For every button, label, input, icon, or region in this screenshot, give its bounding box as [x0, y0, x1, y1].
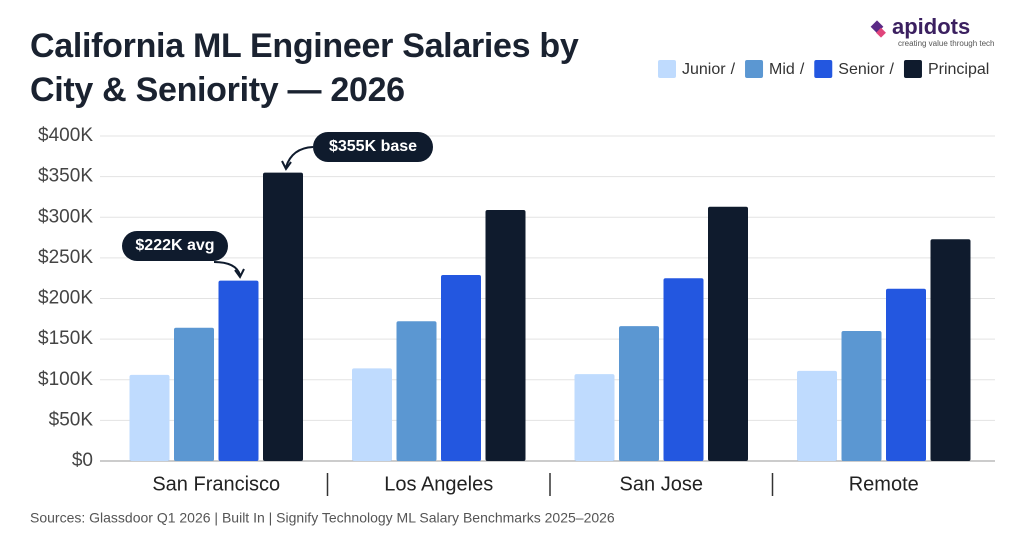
legend-separator: /	[731, 61, 736, 78]
y-tick-label: $200K	[38, 288, 93, 309]
x-tick-label: San Jose	[620, 473, 703, 495]
bar	[129, 374, 170, 461]
y-tick-label: $100K	[38, 369, 93, 390]
callout-box	[313, 132, 433, 162]
source: Sources: Glassdoor Q1 2026 | Built In | …	[30, 510, 615, 526]
bar	[841, 331, 882, 461]
y-tick-label: $400K	[38, 125, 93, 146]
y-tick-label: $50K	[49, 409, 94, 430]
legend-separator: /	[800, 61, 805, 78]
legend-separator: /	[890, 61, 895, 78]
legend-swatch	[658, 60, 676, 78]
bar	[174, 327, 214, 461]
bar	[930, 239, 971, 461]
logo	[870, 20, 886, 38]
bar	[396, 321, 437, 461]
bar	[441, 274, 481, 461]
bar	[485, 209, 526, 461]
bar	[619, 326, 659, 461]
callout-arrowhead	[281, 160, 292, 171]
chart-title: California ML Engineer Salaries by City …	[30, 27, 579, 109]
brand: apidots	[892, 14, 970, 39]
x-tick-label: Los Angeles	[384, 473, 493, 495]
y-tick-label: $250K	[38, 247, 93, 268]
legend-label: Principal	[928, 61, 989, 78]
legend-swatch	[903, 60, 922, 78]
annotation: $222K avg	[135, 237, 214, 254]
bar	[663, 278, 704, 461]
x-tick-label: San Francisco	[152, 473, 280, 495]
y-tick-label: $300K	[38, 206, 93, 227]
legend-label: Mid	[769, 61, 795, 78]
bar	[352, 368, 392, 461]
y-tick-label: $150K	[38, 328, 93, 349]
tagline: creating value through tech	[898, 39, 995, 48]
legend-label: Senior	[838, 61, 885, 78]
y-tick-label: $0	[72, 450, 93, 471]
bar	[708, 206, 748, 461]
legend-swatch	[814, 60, 833, 78]
x-tick-label: Remote	[849, 473, 919, 495]
callout-arrow	[213, 261, 241, 276]
callout-arrowhead	[234, 268, 245, 279]
bar	[797, 370, 837, 461]
bar	[886, 288, 926, 461]
legend-swatch	[745, 60, 764, 78]
callout-box	[122, 231, 228, 261]
legend-label: Junior	[682, 61, 726, 78]
y-tick-label: $350K	[38, 166, 93, 187]
bar	[218, 280, 259, 461]
logo-icon	[876, 27, 886, 38]
bar	[263, 172, 303, 461]
bar	[574, 374, 615, 461]
annotation: $355K base	[329, 138, 417, 155]
callout-arrow	[285, 146, 314, 168]
